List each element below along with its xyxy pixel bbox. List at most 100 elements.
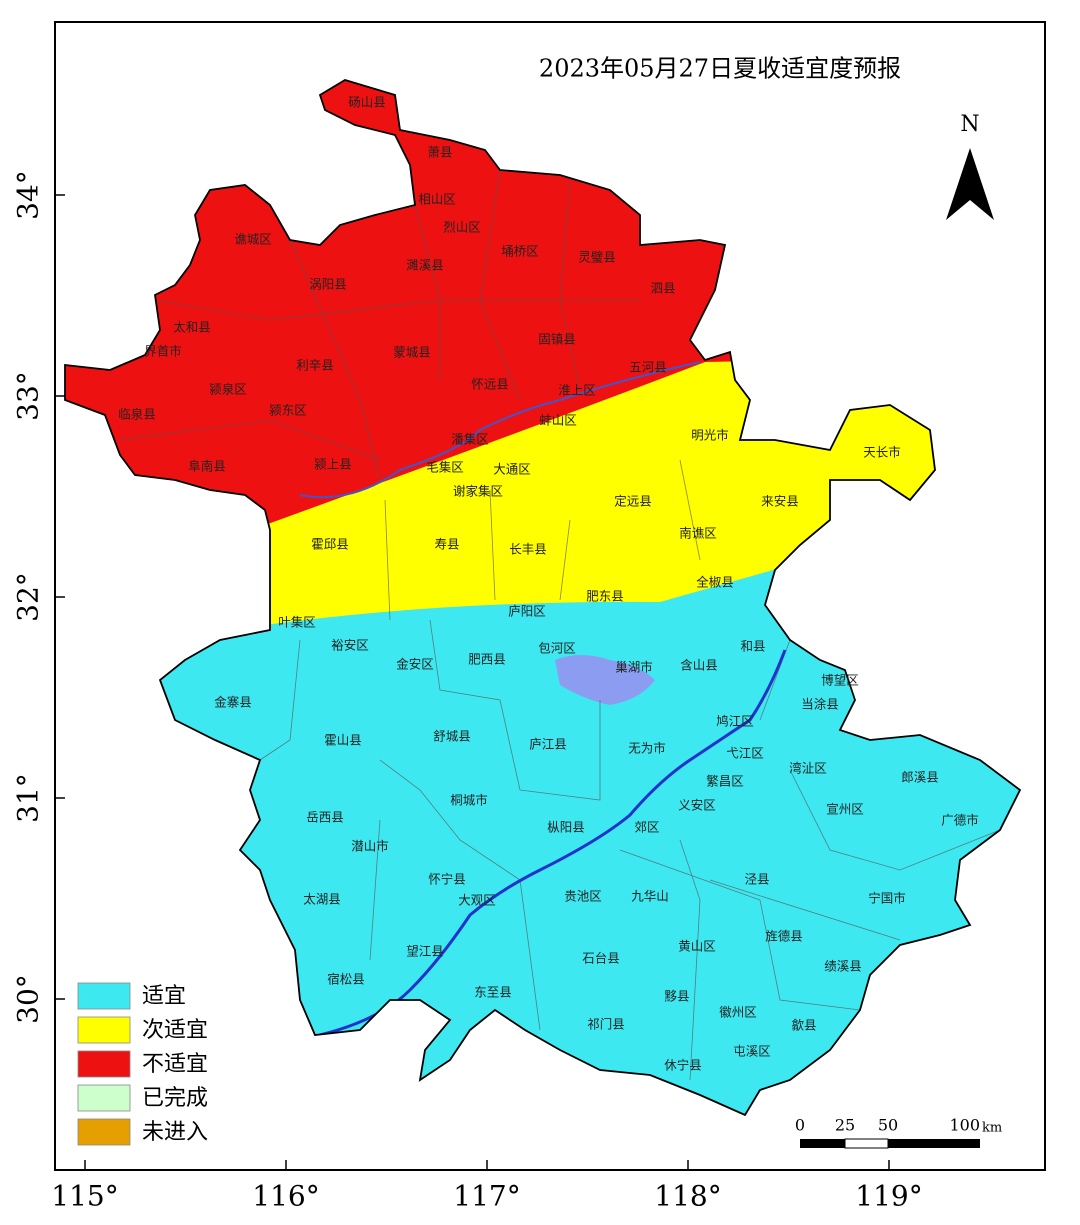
region-label: 相山区 [418,192,456,207]
scale-bar-seg [888,1139,980,1148]
region-label: 歙县 [791,1018,816,1033]
legend-swatch [77,1016,131,1044]
region-label: 巢湖市 [615,660,653,675]
region-label: 大通区 [493,462,531,477]
north-label: N [960,112,979,137]
region-label: 贵池区 [564,889,602,904]
region-label: 界首市 [144,344,182,359]
legend-swatch [77,1050,131,1078]
y-tick-label: 31° [12,773,45,823]
scale-bar-seg [800,1139,845,1148]
region-label: 五河县 [629,360,667,375]
region-label: 黄山区 [678,939,716,954]
region-label: 含山县 [680,658,718,673]
region-label: 当涂县 [801,697,839,712]
region-label: 潘集区 [451,432,489,447]
region-label: 颍泉区 [209,382,247,397]
scale-label: 50 [878,1116,898,1135]
province-outline [64,79,1022,1117]
region-label: 颍上县 [314,457,352,472]
region-label: 濉溪县 [406,258,444,273]
region-label: 宣州区 [826,802,864,817]
region-label: 休宁县 [664,1058,702,1073]
x-tick-label: 119° [855,1180,922,1213]
region-label: 明光市 [691,428,729,443]
north-arrow: N [946,112,994,220]
region-label: 包河区 [538,641,576,656]
region-label: 涡阳县 [309,277,347,292]
scale-label: 25 [835,1116,855,1135]
legend-swatch [77,1118,131,1146]
legend-label: 未进入 [142,1120,208,1145]
region-label: 颍东区 [269,403,307,418]
region-label: 埇桥区 [501,244,539,259]
huai-river [299,361,701,499]
region-label: 金寨县 [214,695,252,710]
region-label: 无为市 [628,741,666,756]
region-label: 毛集区 [426,460,464,475]
region-label: 淮上区 [558,383,596,398]
region-label: 太湖县 [303,892,341,907]
legend-label: 已完成 [142,1086,208,1111]
legend-swatch [77,982,131,1010]
north-arrow-shape [946,148,994,220]
region-label: 蒙城县 [393,345,431,360]
region-label: 和县 [740,639,765,654]
legend-swatch [77,1084,131,1112]
region-label: 鸠江区 [716,714,754,729]
region-label: 定远县 [614,494,652,509]
y-tick-label: 34° [12,170,45,220]
region-label: 繁昌区 [706,774,744,789]
region-label: 霍山县 [324,733,362,748]
legend-label: 次适宜 [142,1018,208,1043]
scale-label: 0 [795,1116,805,1135]
lake [555,655,655,705]
region-label: 旌德县 [765,929,803,944]
region-label: 谢家集区 [453,484,503,499]
region-label: 屯溪区 [733,1044,771,1059]
region-label: 岳西县 [306,810,344,825]
region-label: 郎溪县 [901,770,939,785]
scale-label: 100 [949,1116,980,1135]
y-tick-label: 30° [12,974,45,1024]
region-label: 义安区 [678,798,716,813]
region-label: 太和县 [173,320,211,335]
region-label: 九华山 [631,889,669,904]
map-title: 2023年05月27日夏收适宜度预报 [539,55,901,83]
region-label: 博望区 [821,673,859,688]
region-label: 萧县 [427,145,452,160]
region-label: 利辛县 [296,358,334,373]
region-label: 桐城市 [450,793,488,808]
region-label: 金安区 [396,657,434,672]
region-label: 寿县 [434,537,459,552]
region-label: 来安县 [761,494,799,509]
region-label: 广德市 [941,813,979,828]
region-label: 黟县 [664,989,689,1004]
region-label: 宿松县 [327,972,365,987]
x-tick-label: 115° [51,1180,118,1213]
county-lines [119,169,1001,1081]
region-label: 肥西县 [468,652,506,667]
region-label: 天长市 [863,445,901,460]
region-label: 怀远县 [471,377,509,392]
y-tick-label: 32° [12,572,45,622]
region-label: 庐阳区 [508,604,546,619]
region-label: 蚌山区 [539,413,577,428]
region-label: 谯城区 [234,232,272,247]
region-label: 石台县 [582,951,620,966]
region-label: 泾县 [744,872,769,887]
region-label: 阜南县 [188,459,226,474]
region-label: 泗县 [650,281,675,296]
y-tick-label: 33° [12,371,45,421]
x-tick-label: 118° [654,1180,721,1213]
region-label: 绩溪县 [824,959,862,974]
region-label: 长丰县 [509,542,547,557]
region-label: 叶集区 [278,615,316,630]
region-label: 大观区 [458,893,496,908]
region-label: 枞阳县 [547,820,585,835]
region-label: 南谯区 [679,526,717,541]
region-label: 潜山市 [351,839,389,854]
legend-label: 适宜 [142,984,186,1009]
region-label: 砀山县 [348,95,386,110]
scale-bar-seg [844,1138,889,1149]
